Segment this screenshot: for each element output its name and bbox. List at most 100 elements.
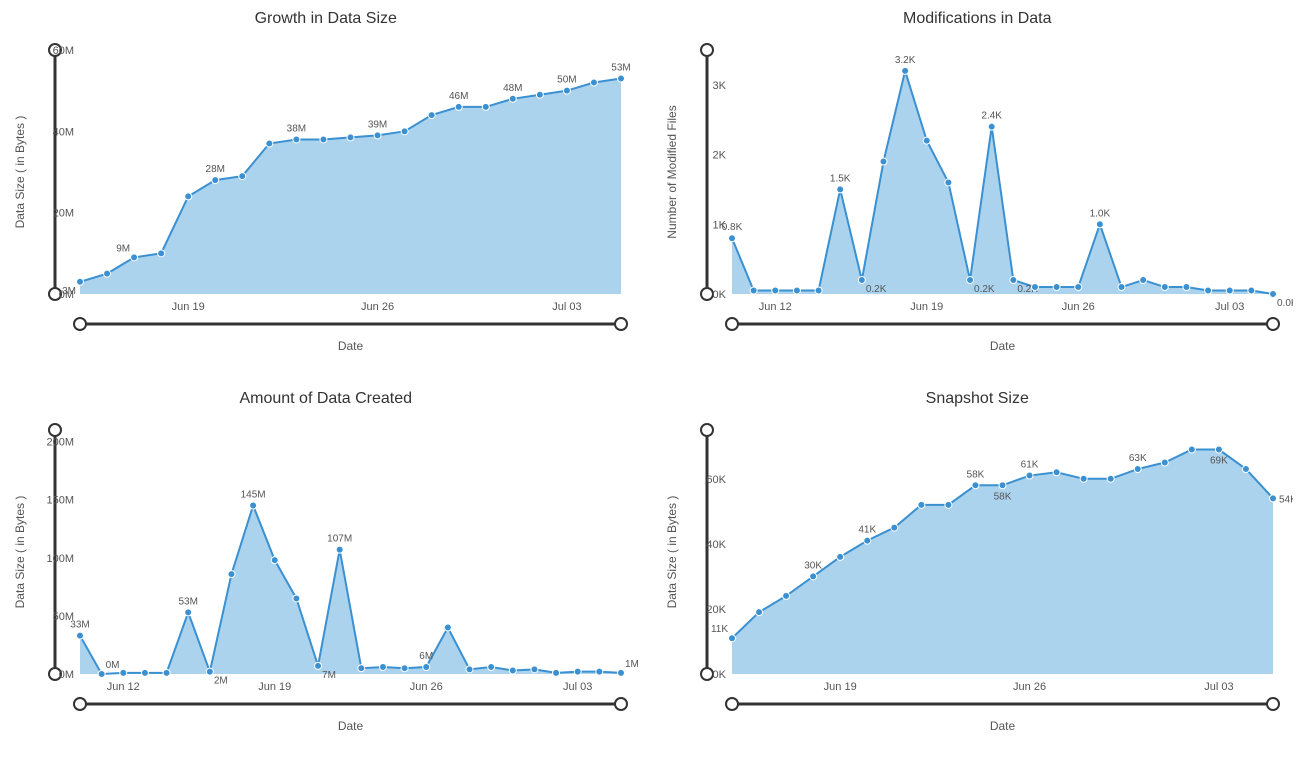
data-point[interactable]: [163, 669, 170, 676]
data-point[interactable]: [863, 537, 870, 544]
data-point[interactable]: [206, 668, 213, 675]
data-point[interactable]: [1026, 472, 1033, 479]
data-point[interactable]: [1215, 446, 1222, 453]
x-axis-handle-left[interactable]: [74, 698, 86, 710]
data-point[interactable]: [755, 609, 762, 616]
data-point[interactable]: [293, 595, 300, 602]
data-point[interactable]: [917, 501, 924, 508]
data-point[interactable]: [1161, 284, 1168, 291]
data-point[interactable]: [379, 664, 386, 671]
data-point[interactable]: [1204, 287, 1211, 294]
data-point[interactable]: [77, 278, 84, 285]
data-point[interactable]: [1161, 459, 1168, 466]
data-point[interactable]: [618, 669, 625, 676]
data-point[interactable]: [141, 669, 148, 676]
data-point[interactable]: [212, 177, 219, 184]
data-point[interactable]: [1139, 277, 1146, 284]
x-axis-handle-left[interactable]: [726, 318, 738, 330]
data-point[interactable]: [1226, 287, 1233, 294]
data-point[interactable]: [1182, 284, 1189, 291]
data-point[interactable]: [401, 128, 408, 135]
data-point[interactable]: [1053, 284, 1060, 291]
data-point[interactable]: [1134, 466, 1141, 473]
data-point[interactable]: [185, 193, 192, 200]
x-axis-handle-right[interactable]: [615, 698, 627, 710]
y-axis-handle-top[interactable]: [49, 424, 61, 436]
data-point[interactable]: [590, 79, 597, 86]
data-point[interactable]: [336, 546, 343, 553]
data-point[interactable]: [104, 270, 111, 277]
data-point[interactable]: [750, 287, 757, 294]
data-point[interactable]: [347, 134, 354, 141]
data-point[interactable]: [809, 573, 816, 580]
data-point[interactable]: [131, 254, 138, 261]
data-point[interactable]: [1031, 284, 1038, 291]
data-point[interactable]: [293, 136, 300, 143]
y-axis-handle-top[interactable]: [701, 44, 713, 56]
x-axis-handle-right[interactable]: [615, 318, 627, 330]
data-point[interactable]: [971, 482, 978, 489]
data-point[interactable]: [1009, 277, 1016, 284]
data-point[interactable]: [1080, 475, 1087, 482]
data-point[interactable]: [315, 662, 322, 669]
data-point[interactable]: [228, 571, 235, 578]
data-point[interactable]: [536, 91, 543, 98]
data-point[interactable]: [250, 502, 257, 509]
data-point[interactable]: [1188, 446, 1195, 453]
data-point[interactable]: [728, 635, 735, 642]
data-point[interactable]: [509, 667, 516, 674]
data-point[interactable]: [374, 132, 381, 139]
data-point[interactable]: [1053, 469, 1060, 476]
data-point[interactable]: [923, 137, 930, 144]
data-point[interactable]: [428, 112, 435, 119]
data-point[interactable]: [596, 668, 603, 675]
data-point[interactable]: [782, 592, 789, 599]
data-point[interactable]: [966, 277, 973, 284]
x-axis-handle-right[interactable]: [1267, 698, 1279, 710]
data-point[interactable]: [98, 671, 105, 678]
data-point[interactable]: [266, 140, 273, 147]
data-point[interactable]: [77, 632, 84, 639]
data-point[interactable]: [1118, 284, 1125, 291]
y-axis-handle-bottom[interactable]: [701, 668, 713, 680]
y-axis-handle-bottom[interactable]: [701, 288, 713, 300]
data-point[interactable]: [444, 624, 451, 631]
data-point[interactable]: [1107, 475, 1114, 482]
y-axis-handle-top[interactable]: [701, 424, 713, 436]
data-point[interactable]: [1096, 221, 1103, 228]
data-point[interactable]: [879, 158, 886, 165]
x-axis-handle-left[interactable]: [74, 318, 86, 330]
data-point[interactable]: [999, 482, 1006, 489]
data-point[interactable]: [1247, 287, 1254, 294]
data-point[interactable]: [574, 668, 581, 675]
data-point[interactable]: [728, 235, 735, 242]
data-point[interactable]: [271, 557, 278, 564]
data-point[interactable]: [120, 669, 127, 676]
data-point[interactable]: [858, 277, 865, 284]
data-point[interactable]: [455, 103, 462, 110]
data-point[interactable]: [553, 669, 560, 676]
data-point[interactable]: [531, 666, 538, 673]
data-point[interactable]: [901, 67, 908, 74]
data-point[interactable]: [771, 287, 778, 294]
data-point[interactable]: [563, 87, 570, 94]
data-point[interactable]: [488, 664, 495, 671]
data-point[interactable]: [836, 186, 843, 193]
data-point[interactable]: [158, 250, 165, 257]
data-point[interactable]: [320, 136, 327, 143]
data-point[interactable]: [815, 287, 822, 294]
data-point[interactable]: [509, 95, 516, 102]
data-point[interactable]: [618, 75, 625, 82]
data-point[interactable]: [988, 123, 995, 130]
data-point[interactable]: [890, 524, 897, 531]
data-point[interactable]: [944, 501, 951, 508]
data-point[interactable]: [1269, 291, 1276, 298]
data-point[interactable]: [793, 287, 800, 294]
x-axis-handle-left[interactable]: [726, 698, 738, 710]
x-axis-handle-right[interactable]: [1267, 318, 1279, 330]
data-point[interactable]: [239, 173, 246, 180]
data-point[interactable]: [466, 666, 473, 673]
data-point[interactable]: [1242, 466, 1249, 473]
data-point[interactable]: [482, 103, 489, 110]
data-point[interactable]: [185, 609, 192, 616]
